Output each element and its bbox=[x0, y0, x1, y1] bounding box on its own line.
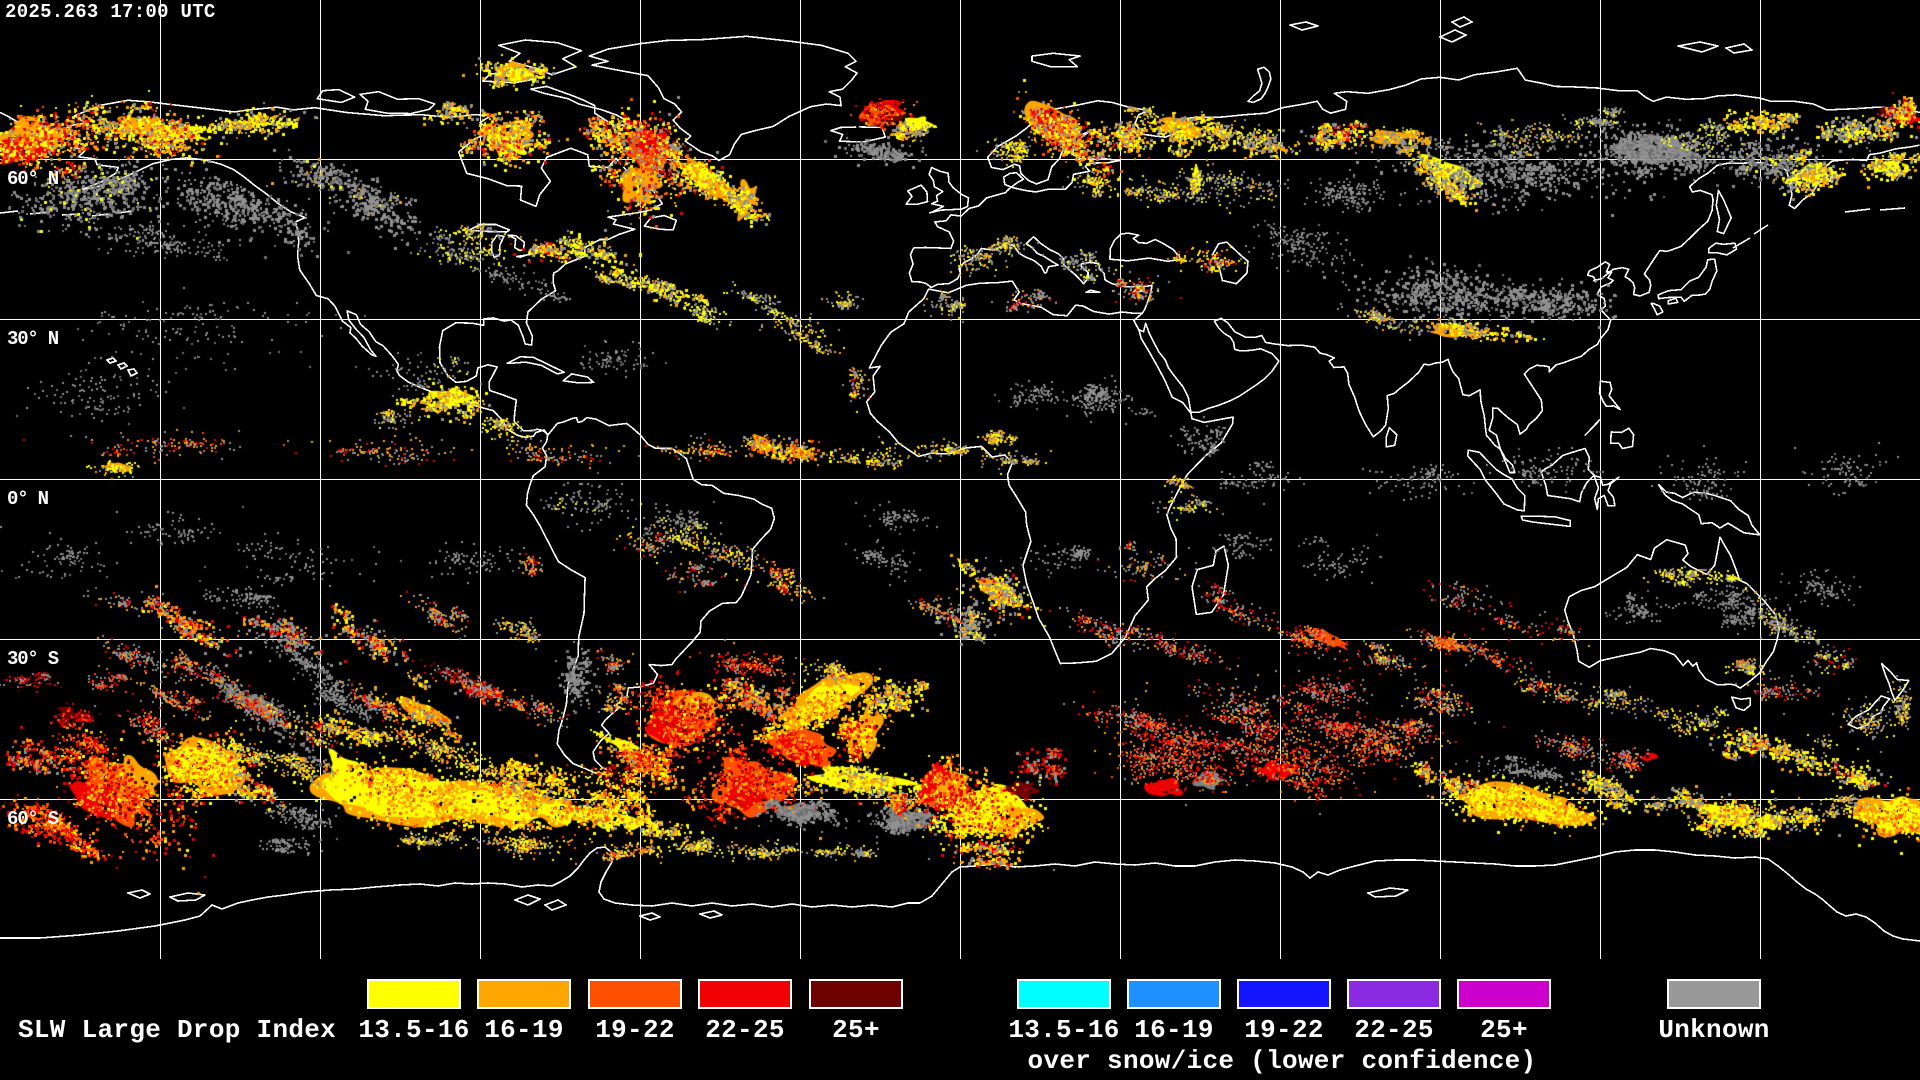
svg-text:30° S: 30° S bbox=[7, 648, 59, 670]
svg-text:60° S: 60° S bbox=[7, 808, 59, 830]
svg-text:19-22: 19-22 bbox=[595, 1015, 675, 1045]
svg-text:22-25: 22-25 bbox=[705, 1015, 785, 1045]
svg-text:22-25: 22-25 bbox=[1354, 1015, 1434, 1045]
svg-text:25+: 25+ bbox=[832, 1015, 880, 1045]
svg-text:13.5-16: 13.5-16 bbox=[1008, 1015, 1119, 1045]
svg-text:19-22: 19-22 bbox=[1244, 1015, 1324, 1045]
svg-text:0° N: 0° N bbox=[7, 488, 49, 510]
svg-text:Unknown: Unknown bbox=[1658, 1015, 1769, 1045]
svg-text:SLW Large Drop Index: SLW Large Drop Index bbox=[18, 1015, 336, 1045]
svg-text:13.5-16: 13.5-16 bbox=[358, 1015, 469, 1045]
svg-text:2025.263 17:00 UTC: 2025.263 17:00 UTC bbox=[5, 1, 216, 23]
svg-text:over snow/ice (lower confidenc: over snow/ice (lower confidence) bbox=[1028, 1046, 1537, 1076]
svg-text:25+: 25+ bbox=[1480, 1015, 1528, 1045]
svg-text:30° N: 30° N bbox=[7, 328, 59, 350]
svg-text:60° N: 60° N bbox=[7, 168, 59, 190]
svg-text:16-19: 16-19 bbox=[1134, 1015, 1214, 1045]
svg-text:16-19: 16-19 bbox=[484, 1015, 564, 1045]
